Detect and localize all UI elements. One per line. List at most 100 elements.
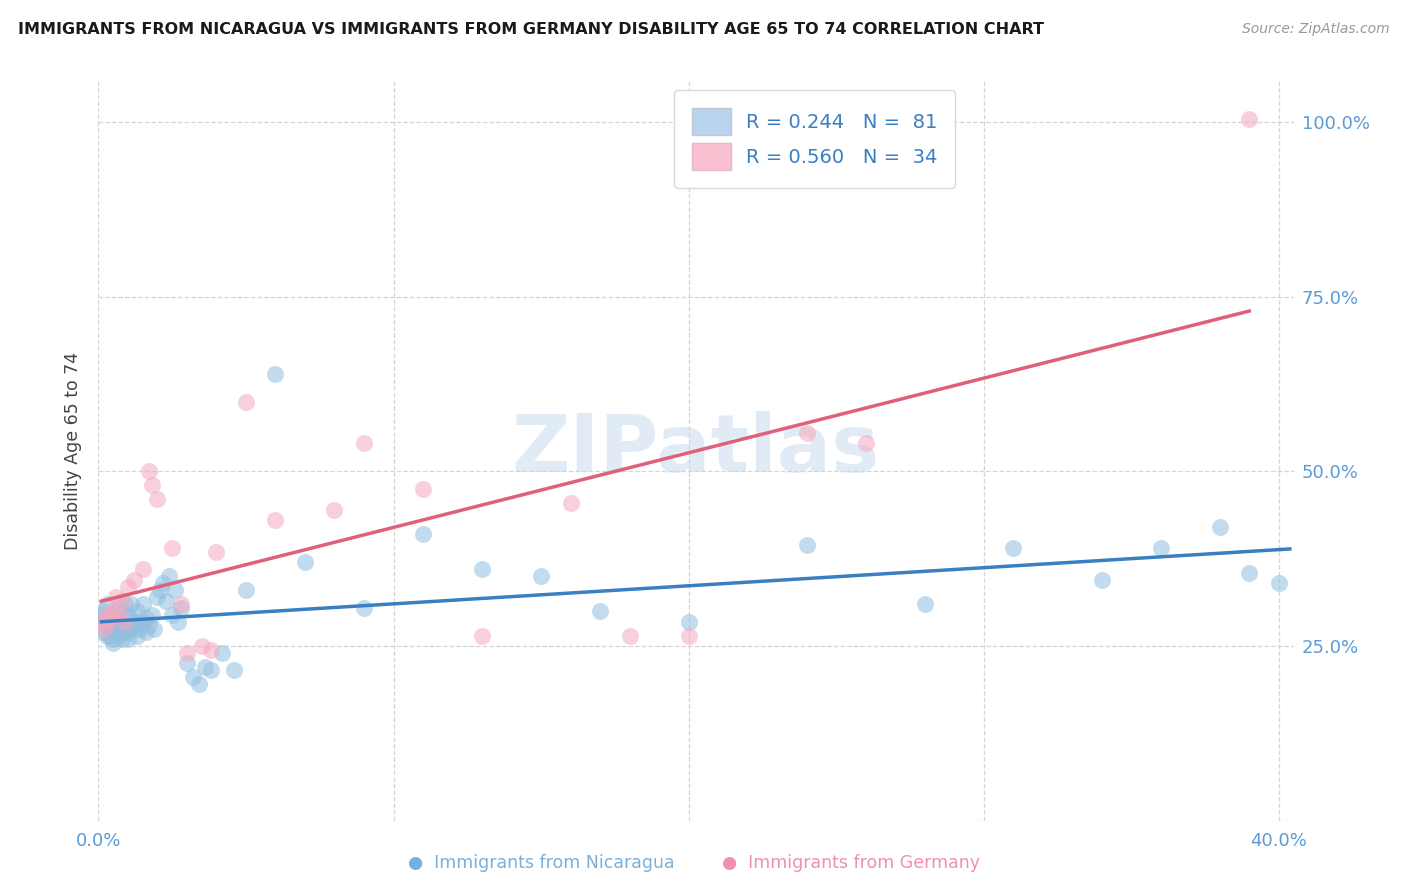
Point [143, 622, 166, 636]
Point [131, 562, 153, 576]
Point [176, 657, 198, 671]
Point [98, 615, 121, 629]
Point [114, 615, 136, 629]
Point [141, 478, 163, 492]
Point [530, 569, 553, 583]
Y-axis label: Disability Age 65 to 74: Disability Age 65 to 74 [65, 351, 83, 549]
Point [93, 604, 115, 618]
Point [294, 555, 316, 569]
Point [264, 367, 287, 381]
Point [131, 597, 153, 611]
Point [589, 604, 612, 618]
Point [108, 600, 131, 615]
Point [170, 600, 193, 615]
Legend: R = 0.244   N =  81, R = 0.560   N =  34: R = 0.244 N = 81, R = 0.560 N = 34 [675, 90, 955, 188]
Point [141, 607, 163, 622]
Text: Source: ZipAtlas.com: Source: ZipAtlas.com [1241, 22, 1389, 37]
Point [190, 639, 212, 653]
Point [146, 590, 169, 604]
Point [117, 625, 139, 640]
Point [160, 607, 183, 622]
Point [101, 611, 124, 625]
Point [105, 615, 128, 629]
Point [1091, 573, 1114, 587]
Point [1209, 520, 1232, 534]
Point [90, 607, 112, 622]
Point [353, 600, 375, 615]
Point [96, 615, 118, 629]
Point [96, 597, 118, 611]
Point [165, 583, 187, 598]
Point [111, 593, 134, 607]
Point [135, 625, 157, 640]
Point [101, 635, 124, 649]
Point [98, 622, 121, 636]
Point [323, 503, 346, 517]
Point [105, 590, 128, 604]
Point [264, 513, 287, 527]
Point [96, 628, 118, 642]
Point [98, 611, 121, 625]
Point [93, 611, 115, 625]
Point [90, 615, 112, 629]
Point [101, 622, 124, 636]
Point [93, 622, 115, 636]
Point [167, 615, 190, 629]
Point [131, 615, 153, 629]
Point [101, 632, 124, 646]
Point [205, 545, 228, 559]
Point [108, 628, 131, 642]
Point [471, 628, 494, 642]
Point [160, 541, 183, 556]
Point [125, 628, 148, 642]
Point [855, 436, 877, 450]
Point [98, 607, 121, 622]
Point [412, 527, 434, 541]
Point [138, 618, 160, 632]
Point [114, 622, 136, 636]
Point [101, 604, 124, 618]
Point [796, 425, 818, 440]
Point [128, 622, 150, 636]
Point [114, 597, 136, 611]
Point [560, 496, 582, 510]
Point [176, 646, 198, 660]
Point [111, 625, 134, 640]
Point [128, 618, 150, 632]
Point [122, 573, 145, 587]
Point [149, 583, 172, 598]
Point [108, 622, 131, 636]
Point [105, 625, 128, 640]
Text: ●  Immigrants from Germany: ● Immigrants from Germany [721, 855, 980, 872]
Point [224, 664, 246, 678]
Point [353, 436, 375, 450]
Point [90, 615, 112, 629]
Point [211, 646, 233, 660]
Point [187, 677, 209, 691]
Point [194, 660, 217, 674]
Point [1239, 112, 1261, 126]
Point [200, 664, 222, 678]
Point [120, 597, 142, 611]
Point [155, 593, 177, 607]
Point [96, 618, 118, 632]
Point [96, 607, 118, 622]
Point [678, 628, 700, 642]
Point [108, 607, 131, 622]
Point [1002, 541, 1025, 556]
Text: ●  Immigrants from Nicaragua: ● Immigrants from Nicaragua [408, 855, 675, 872]
Point [108, 607, 131, 622]
Point [138, 464, 160, 478]
Point [122, 622, 145, 636]
Point [93, 625, 115, 640]
Point [114, 615, 136, 629]
Point [111, 632, 134, 646]
Point [200, 642, 222, 657]
Point [181, 670, 204, 684]
Point [98, 628, 121, 642]
Point [125, 604, 148, 618]
Point [122, 615, 145, 629]
Point [1268, 576, 1291, 591]
Point [235, 394, 257, 409]
Point [170, 597, 193, 611]
